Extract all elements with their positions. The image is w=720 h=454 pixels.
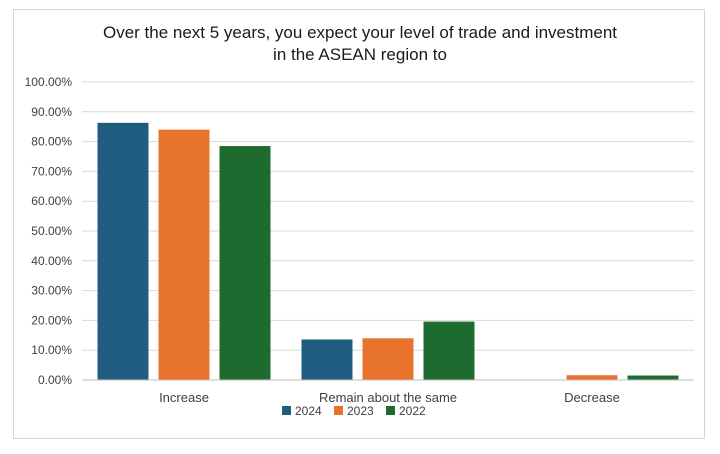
chart-frame: Over the next 5 years, you expect your l… bbox=[13, 9, 705, 439]
bar-2024-remain-about-the-same bbox=[301, 339, 353, 380]
y-axis-tick-labels: 0.00% 10.00% 20.00% 30.00% 40.00% 50.00% 60.00… bbox=[25, 75, 73, 387]
legend-swatch-2024 bbox=[282, 406, 291, 415]
legend-swatch-2023 bbox=[334, 406, 343, 415]
y-tick-label: 70.00% bbox=[31, 164, 72, 178]
legend: 2024 2023 2022 bbox=[282, 404, 426, 418]
legend-swatch-2022 bbox=[386, 406, 395, 415]
y-tick-label: 0.00% bbox=[38, 373, 72, 387]
y-tick-label: 80.00% bbox=[31, 135, 72, 149]
bar-2023-remain-about-the-same bbox=[362, 338, 414, 380]
y-tick-label: 60.00% bbox=[31, 194, 72, 208]
y-tick-label: 100.00% bbox=[25, 75, 73, 89]
legend-label-2024: 2024 bbox=[295, 404, 322, 418]
y-tick-label: 50.00% bbox=[31, 224, 72, 238]
y-tick-label: 90.00% bbox=[31, 105, 72, 119]
chart-title-line-1: Over the next 5 years, you expect your l… bbox=[103, 23, 617, 42]
bars bbox=[97, 122, 679, 381]
bar-2022-decrease bbox=[627, 375, 679, 380]
legend-label-2023: 2023 bbox=[347, 404, 374, 418]
y-tick-label: 20.00% bbox=[31, 313, 72, 327]
legend-label-2022: 2022 bbox=[399, 404, 426, 418]
chart-title-line-2: in the ASEAN region to bbox=[273, 45, 447, 64]
bar-chart: Over the next 5 years, you expect your l… bbox=[25, 23, 694, 418]
x-category-label: Decrease bbox=[564, 390, 620, 405]
x-axis-category-labels: Increase Remain about the same Decrease bbox=[159, 390, 620, 405]
bar-2023-increase bbox=[158, 129, 210, 380]
y-tick-label: 30.00% bbox=[31, 284, 72, 298]
bar-2022-remain-about-the-same bbox=[423, 321, 475, 380]
y-tick-label: 40.00% bbox=[31, 254, 72, 268]
x-category-label: Increase bbox=[159, 390, 209, 405]
bar-2024-increase bbox=[97, 122, 149, 381]
bar-2023-decrease bbox=[566, 375, 618, 380]
x-category-label: Remain about the same bbox=[319, 390, 457, 405]
y-tick-label: 10.00% bbox=[31, 343, 72, 357]
bar-2022-increase bbox=[219, 146, 271, 380]
